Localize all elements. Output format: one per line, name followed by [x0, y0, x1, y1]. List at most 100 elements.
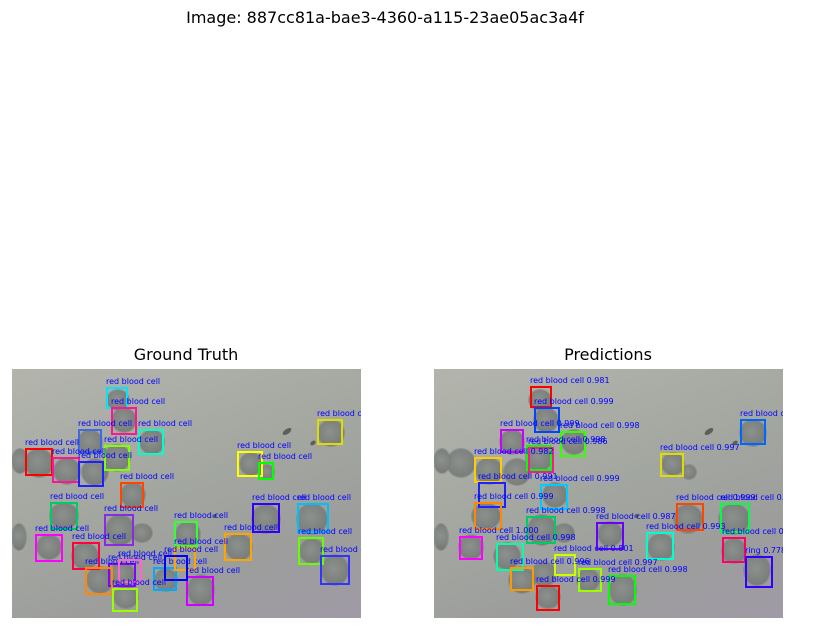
ground-truth-box — [35, 534, 63, 562]
ground-truth-box — [111, 407, 137, 435]
blood-cell-blob — [260, 465, 274, 479]
prediction-box — [459, 536, 483, 560]
prediction-box — [554, 554, 576, 576]
blood-cell-blob — [674, 505, 702, 533]
prediction-label: red blood cell 0.801 — [554, 544, 634, 553]
dark-spot — [281, 426, 293, 437]
blood-cell-blob — [459, 535, 483, 559]
prediction-label: red blood cell 0.986 — [528, 437, 608, 446]
blood-cell-blob — [25, 449, 53, 477]
blood-cell-blob — [740, 420, 766, 446]
prediction-label: red blood cell 0.981 — [530, 376, 610, 385]
ground-truth-label: red blood cell — [153, 557, 208, 566]
prediction-box — [745, 556, 773, 588]
prediction-label: red blood cell 0.999 — [740, 409, 783, 418]
dark-spot — [309, 439, 317, 447]
ground-truth-box — [78, 429, 102, 453]
ground-truth-box — [320, 555, 350, 585]
prediction-box — [510, 567, 534, 591]
ground-truth-box — [50, 502, 78, 530]
prediction-label: red blood cell 1.000 — [459, 526, 539, 535]
ground-truth-label: red blood cell — [118, 549, 173, 558]
blood-cell-blob — [648, 534, 674, 560]
ground-truth-title: Ground Truth — [133, 345, 239, 364]
ground-truth-box — [297, 503, 329, 533]
blood-cell-blob — [104, 445, 130, 471]
prediction-label: red blood cell 0.999 — [534, 397, 614, 406]
blood-cell-blob — [107, 390, 129, 410]
blood-cell-blob — [577, 569, 599, 591]
ground-truth-box — [252, 503, 280, 533]
ground-truth-box — [174, 521, 198, 547]
prediction-box — [740, 419, 766, 445]
ground-truth-box — [78, 461, 104, 487]
ground-truth-label: red blood cell — [104, 435, 159, 444]
prediction-box — [526, 516, 556, 544]
ground-truth-label: red blood cell — [72, 532, 127, 541]
ground-truth-label: red blood cell — [50, 492, 105, 501]
blood-cell-blob — [528, 515, 556, 545]
prediction-box — [540, 484, 568, 510]
blood-cell-blob — [50, 503, 78, 529]
prediction-label: red blood cell 0.998 — [526, 435, 606, 444]
prediction-label: red blood cell 0.999 — [720, 493, 783, 502]
blood-cell-blob — [54, 458, 80, 484]
blood-cell-blob — [682, 465, 696, 479]
ground-truth-label: red blood cell — [111, 397, 166, 406]
prediction-box — [560, 431, 586, 457]
ground-truth-box — [237, 451, 263, 477]
blood-cell-blob — [106, 515, 134, 545]
prediction-label: red blood cell 0.991 — [478, 472, 558, 481]
ground-truth-label: red blood cell — [25, 438, 80, 447]
ground-truth-label: red blood cell — [237, 441, 292, 450]
prediction-box — [536, 585, 560, 611]
ground-truth-image: red blood cell red blood cell red blood ce… — [12, 369, 361, 618]
prediction-label: red blood cell 0.998 — [608, 565, 688, 574]
ground-truth-label: red blood cell — [297, 493, 352, 502]
predictions-title: Predictions — [564, 345, 652, 364]
blood-cell-blob — [476, 458, 502, 484]
blood-cell-blob — [322, 555, 348, 585]
prediction-label: red blood cell 0.997 — [660, 443, 740, 452]
blood-cell-blob — [121, 483, 145, 507]
ground-truth-box — [317, 419, 343, 445]
blood-cell-blob — [500, 430, 524, 454]
prediction-box — [722, 537, 746, 563]
blood-cell-blob — [662, 453, 684, 475]
blood-cell-blob — [37, 535, 61, 559]
ground-truth-box — [138, 429, 164, 455]
blood-cell-blob — [509, 567, 535, 593]
ground-truth-box — [108, 563, 136, 587]
ground-truth-label: red blood cell — [104, 504, 159, 513]
ground-truth-label: red blood cell — [120, 472, 175, 481]
ground-truth-label: red blood cell — [35, 524, 90, 533]
prediction-label: red blood cell 0.998 — [560, 421, 640, 430]
prediction-label: red blood cell 0.998 — [722, 527, 783, 536]
blood-cell-blob — [434, 524, 448, 550]
dark-spot — [703, 426, 715, 437]
blood-cell-blob — [534, 408, 558, 432]
prediction-box — [608, 575, 636, 605]
ground-truth-label: red blood cell — [320, 545, 361, 554]
prediction-box — [646, 532, 674, 560]
ground-truth-label: red blood cell — [224, 523, 279, 532]
ground-truth-label: red blood cell — [112, 578, 167, 587]
blood-cell-blob — [297, 504, 327, 534]
prediction-label: red blood cell 0.997 — [578, 558, 658, 567]
ground-truth-box — [104, 514, 134, 546]
prediction-box — [596, 522, 624, 550]
ground-truth-label: red blood cell — [174, 511, 229, 520]
ground-truth-box — [25, 448, 53, 476]
prediction-label: red blood cell 0.999 — [474, 492, 554, 501]
blood-cell-blob — [598, 522, 622, 546]
blood-cell-blob — [494, 543, 520, 569]
ground-truth-label: red blood cell — [78, 451, 133, 460]
ground-truth-label: red blood cell — [252, 493, 307, 502]
predictions-image: red blood cell 0.981 red blood cell 0.999… — [434, 369, 783, 618]
blood-cell-blob — [132, 524, 152, 542]
ground-truth-box — [174, 547, 196, 571]
ground-truth-box — [298, 537, 324, 565]
blood-cell-blob — [543, 483, 567, 507]
ground-truth-box — [120, 482, 144, 508]
ground-truth-box — [104, 445, 130, 471]
